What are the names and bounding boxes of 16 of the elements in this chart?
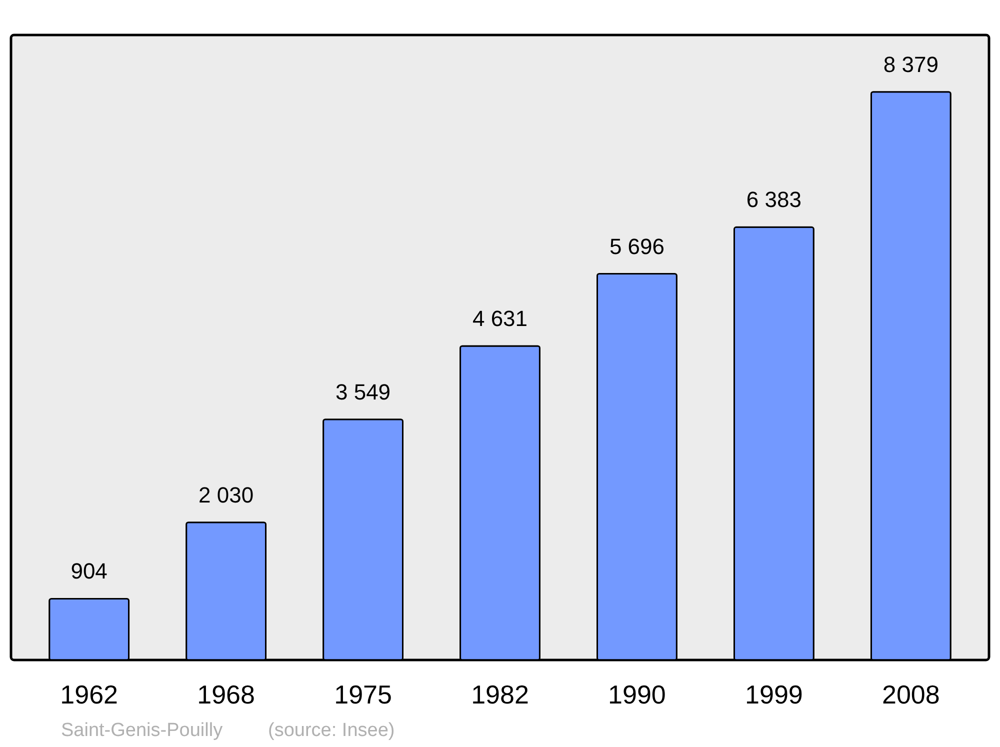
x-tick-label: 1999 (745, 680, 803, 710)
x-tick-label: 1968 (197, 680, 255, 710)
x-tick-label: 1982 (471, 680, 529, 710)
x-tick-label: 2008 (882, 680, 940, 710)
x-tick-label: 1975 (334, 680, 392, 710)
data-label: 904 (70, 558, 108, 584)
x-tick-label: 1962 (60, 680, 118, 710)
text: Saint-Genis-Pouilly (61, 720, 224, 741)
text: (source: Insee) (268, 720, 395, 741)
x-tick-label: 1990 (608, 680, 666, 710)
data-label: 6 383 (746, 187, 802, 212)
data-label: 4 631 (472, 306, 528, 331)
data-label: 8 379 (883, 52, 938, 77)
data-label: 2 030 (198, 482, 254, 508)
data-label: 3 549 (335, 379, 391, 404)
data-label: 5 696 (609, 234, 665, 259)
